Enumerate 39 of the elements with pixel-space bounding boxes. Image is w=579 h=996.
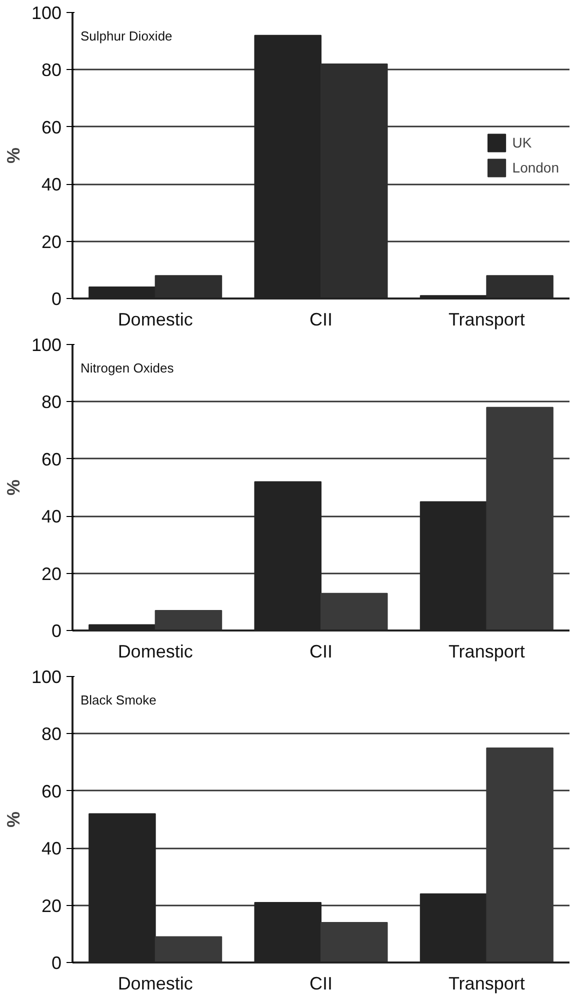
bar [154,936,222,962]
x-tick-label: Transport [448,310,525,330]
y-axis-title: % [3,147,24,164]
y-axis-title: % [3,479,24,496]
x-tick-label: Transport [448,974,525,994]
x-tick-label: Domestic [118,310,193,330]
text: Black Smoke [80,692,156,708]
x-tick-label: CII [310,310,333,330]
y-tick-label: 40 [41,838,62,859]
y-tick-label: 100 [31,335,62,355]
bar [320,922,388,962]
y-tick-label: 100 [31,667,62,687]
x-tick-label: Domestic [118,642,193,662]
y-tick-label: 20 [41,896,62,916]
y-tick-label: 80 [41,60,62,80]
x-tick-label: CII [310,642,333,662]
y-axis-title: % [3,811,24,828]
x-tick-label: CII [310,974,333,994]
y-tick-label: 40 [41,506,62,527]
y-tick-label: 0 [51,953,62,973]
x-tick-label: Transport [448,642,525,662]
y-tick-label: 0 [51,289,62,309]
bar [320,592,388,630]
x-tick-label: Domestic [118,974,193,994]
y-tick-label: 40 [41,174,62,195]
y-tick-label: 20 [41,564,62,584]
y-tick-label: 80 [41,392,62,412]
legend-label: UK [512,134,532,150]
bar [154,610,222,630]
y-tick-label: 60 [41,117,62,138]
text: Nitrogen Oxides [80,360,174,376]
legend-label: London [512,160,559,176]
y-tick-label: 20 [41,232,62,252]
y-tick-label: 60 [41,449,62,470]
text: Sulphur Dioxide [80,28,172,44]
y-tick-label: 100 [31,3,62,23]
y-tick-label: 80 [41,724,62,744]
y-tick-label: 60 [41,781,62,802]
y-tick-label: 0 [51,621,62,641]
